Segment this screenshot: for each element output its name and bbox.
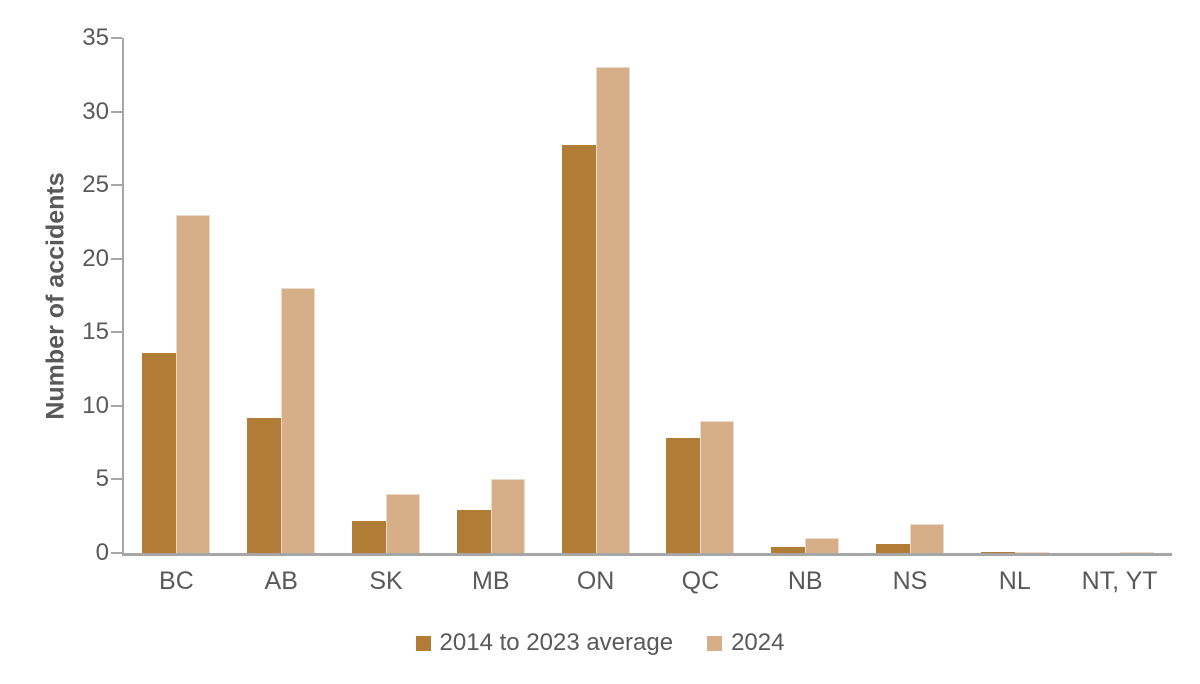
y-tick-label: 20 bbox=[82, 244, 109, 272]
category-group-nb bbox=[753, 38, 858, 553]
bar-qc-series1 bbox=[700, 420, 735, 553]
bar-qc-series0 bbox=[666, 438, 701, 553]
category-group-nt-yt bbox=[1067, 38, 1172, 553]
category-group-mb bbox=[438, 38, 543, 553]
y-tick-mark bbox=[111, 478, 122, 481]
bar-bc-series0 bbox=[142, 352, 177, 553]
plot-area bbox=[122, 38, 1172, 556]
y-tick-label: 15 bbox=[82, 318, 109, 346]
y-tick-label: 5 bbox=[95, 465, 109, 493]
legend-item-series1: 2024 bbox=[707, 629, 784, 657]
x-axis-label: BC bbox=[159, 567, 194, 595]
legend: 2014 to 2023 average 2024 bbox=[0, 629, 1200, 657]
bar-ab-series0 bbox=[247, 417, 282, 553]
y-tick-mark bbox=[111, 37, 122, 39]
bar-ns-series0 bbox=[875, 544, 910, 553]
x-axis-label: NT, YT bbox=[1081, 567, 1158, 595]
y-tick-mark bbox=[111, 110, 122, 113]
x-axis-label: NS bbox=[892, 567, 928, 595]
bar-mb-series0 bbox=[456, 510, 491, 553]
x-axis-label: AB bbox=[264, 567, 298, 595]
bar-mb-series1 bbox=[490, 479, 525, 553]
y-axis: 0 5 10 15 20 25 30 35 bbox=[0, 24, 122, 566]
x-axis-labels: BC AB SK MB ON QC NB NS NL NT, YT bbox=[124, 567, 1172, 596]
y-tick-mark bbox=[111, 331, 122, 334]
category-group-on bbox=[543, 38, 648, 553]
legend-swatch bbox=[415, 635, 431, 651]
bar-ns-series1 bbox=[909, 523, 944, 553]
category-group-bc bbox=[124, 38, 229, 553]
bar-on-series1 bbox=[595, 67, 630, 553]
y-tick-mark bbox=[111, 257, 122, 260]
y-tick-label: 25 bbox=[82, 171, 109, 199]
bar-sk-series1 bbox=[385, 494, 420, 553]
y-tick-mark bbox=[111, 184, 122, 187]
category-group-sk bbox=[334, 38, 439, 553]
bar-sk-series0 bbox=[351, 520, 386, 553]
category-group-nl bbox=[962, 38, 1067, 553]
legend-item-series0: 2014 to 2023 average bbox=[415, 629, 674, 657]
bar-bc-series1 bbox=[176, 214, 211, 553]
y-tick-mark bbox=[111, 552, 122, 554]
legend-label: 2014 to 2023 average bbox=[439, 629, 674, 656]
legend-swatch bbox=[707, 635, 723, 651]
bar-nb-series1 bbox=[805, 538, 840, 553]
bar-nl-series0 bbox=[980, 551, 1015, 553]
bar-ab-series1 bbox=[281, 288, 316, 553]
bar-nt-yt-series1 bbox=[1119, 552, 1154, 553]
bar-nl-series1 bbox=[1014, 552, 1049, 553]
x-axis-label: NB bbox=[787, 567, 823, 595]
legend-label: 2024 bbox=[731, 629, 785, 656]
bar-on-series0 bbox=[561, 145, 596, 553]
y-tick-label: 35 bbox=[82, 24, 109, 51]
x-axis-label: QC bbox=[681, 567, 720, 595]
x-axis-label: MB bbox=[472, 567, 510, 595]
y-tick-mark bbox=[111, 404, 122, 407]
y-tick-label: 0 bbox=[95, 539, 109, 566]
bar-nb-series0 bbox=[771, 547, 806, 553]
x-axis-label: NL bbox=[998, 567, 1031, 595]
y-tick-label: 30 bbox=[82, 97, 109, 125]
x-axis-label: SK bbox=[369, 567, 403, 595]
y-tick-label: 10 bbox=[82, 391, 109, 419]
category-group-ns bbox=[858, 38, 963, 553]
category-group-ab bbox=[229, 38, 334, 553]
category-group-qc bbox=[648, 38, 753, 553]
x-axis-label: ON bbox=[576, 567, 615, 595]
